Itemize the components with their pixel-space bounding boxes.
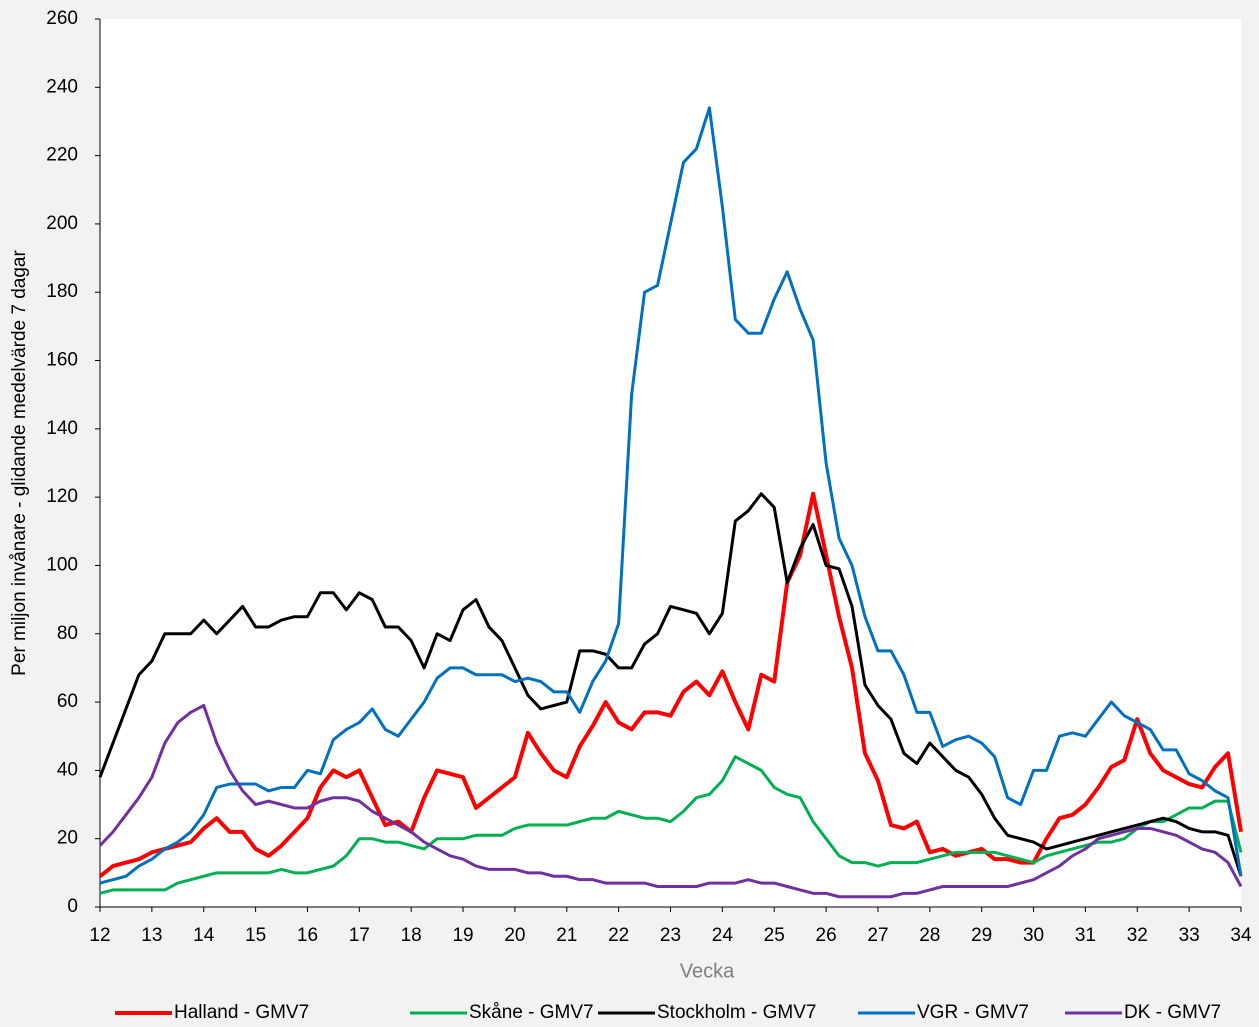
legend-label: VGR - GMV7 [917, 1002, 1029, 1023]
legend-label: Skåne - GMV7 [469, 1002, 594, 1023]
y-axis-label: Per miljon invånare - glidande medelvärd… [9, 250, 30, 676]
legend-label: Halland - GMV7 [174, 1002, 309, 1023]
x-tick-label: 16 [297, 925, 318, 946]
y-tick-label: 120 [46, 486, 78, 507]
y-tick-label: 140 [46, 418, 78, 439]
x-tick-label: 17 [349, 925, 370, 946]
x-tick-label: 12 [89, 925, 110, 946]
y-tick-label: 160 [46, 350, 78, 371]
x-tick-label: 24 [712, 925, 734, 946]
y-tick-label: 240 [46, 76, 78, 97]
x-tick-label: 34 [1230, 925, 1252, 946]
y-tick-label: 220 [46, 145, 78, 166]
y-tick-label: 60 [57, 691, 78, 712]
x-tick-label: 14 [193, 925, 215, 946]
series-line [98, 703, 1243, 899]
series-line [98, 492, 1243, 877]
x-tick-label: 22 [608, 925, 629, 946]
y-tick-label: 260 [46, 8, 78, 29]
x-axis-label: Vecka [680, 960, 735, 982]
x-tick-label: 20 [504, 925, 525, 946]
y-tick-label: 200 [46, 213, 78, 234]
legend-label: Stockholm - GMV7 [657, 1002, 816, 1023]
y-tick-label: 40 [57, 759, 78, 780]
y-tick-label: 80 [57, 623, 78, 644]
x-tick-label: 28 [919, 925, 940, 946]
x-tick-label: 31 [1075, 925, 1096, 946]
x-tick-label: 21 [556, 925, 577, 946]
series-line [99, 106, 1243, 885]
x-tick-label: 19 [452, 925, 473, 946]
y-tick-label: 180 [46, 281, 78, 302]
y-tick-label: 100 [46, 554, 78, 575]
plot-area [100, 19, 1241, 907]
x-tick-label: 25 [764, 925, 785, 946]
x-tick-label: 30 [1023, 925, 1044, 946]
x-tick-label: 18 [401, 925, 422, 946]
y-tick-label: 0 [67, 896, 78, 917]
x-tick-label: 26 [816, 925, 837, 946]
legend-label: DK - GMV7 [1124, 1002, 1221, 1023]
series-line [99, 755, 1243, 895]
x-tick-label: 33 [1179, 925, 1200, 946]
y-tick-label: 20 [57, 828, 78, 849]
x-tick-label: 29 [971, 925, 992, 946]
x-tick-label: 32 [1127, 925, 1148, 946]
series-line [98, 491, 1243, 878]
x-tick-label: 27 [867, 925, 888, 946]
x-tick-label: 15 [245, 925, 266, 946]
x-tick-label: 13 [141, 925, 162, 946]
x-tick-label: 23 [660, 925, 681, 946]
